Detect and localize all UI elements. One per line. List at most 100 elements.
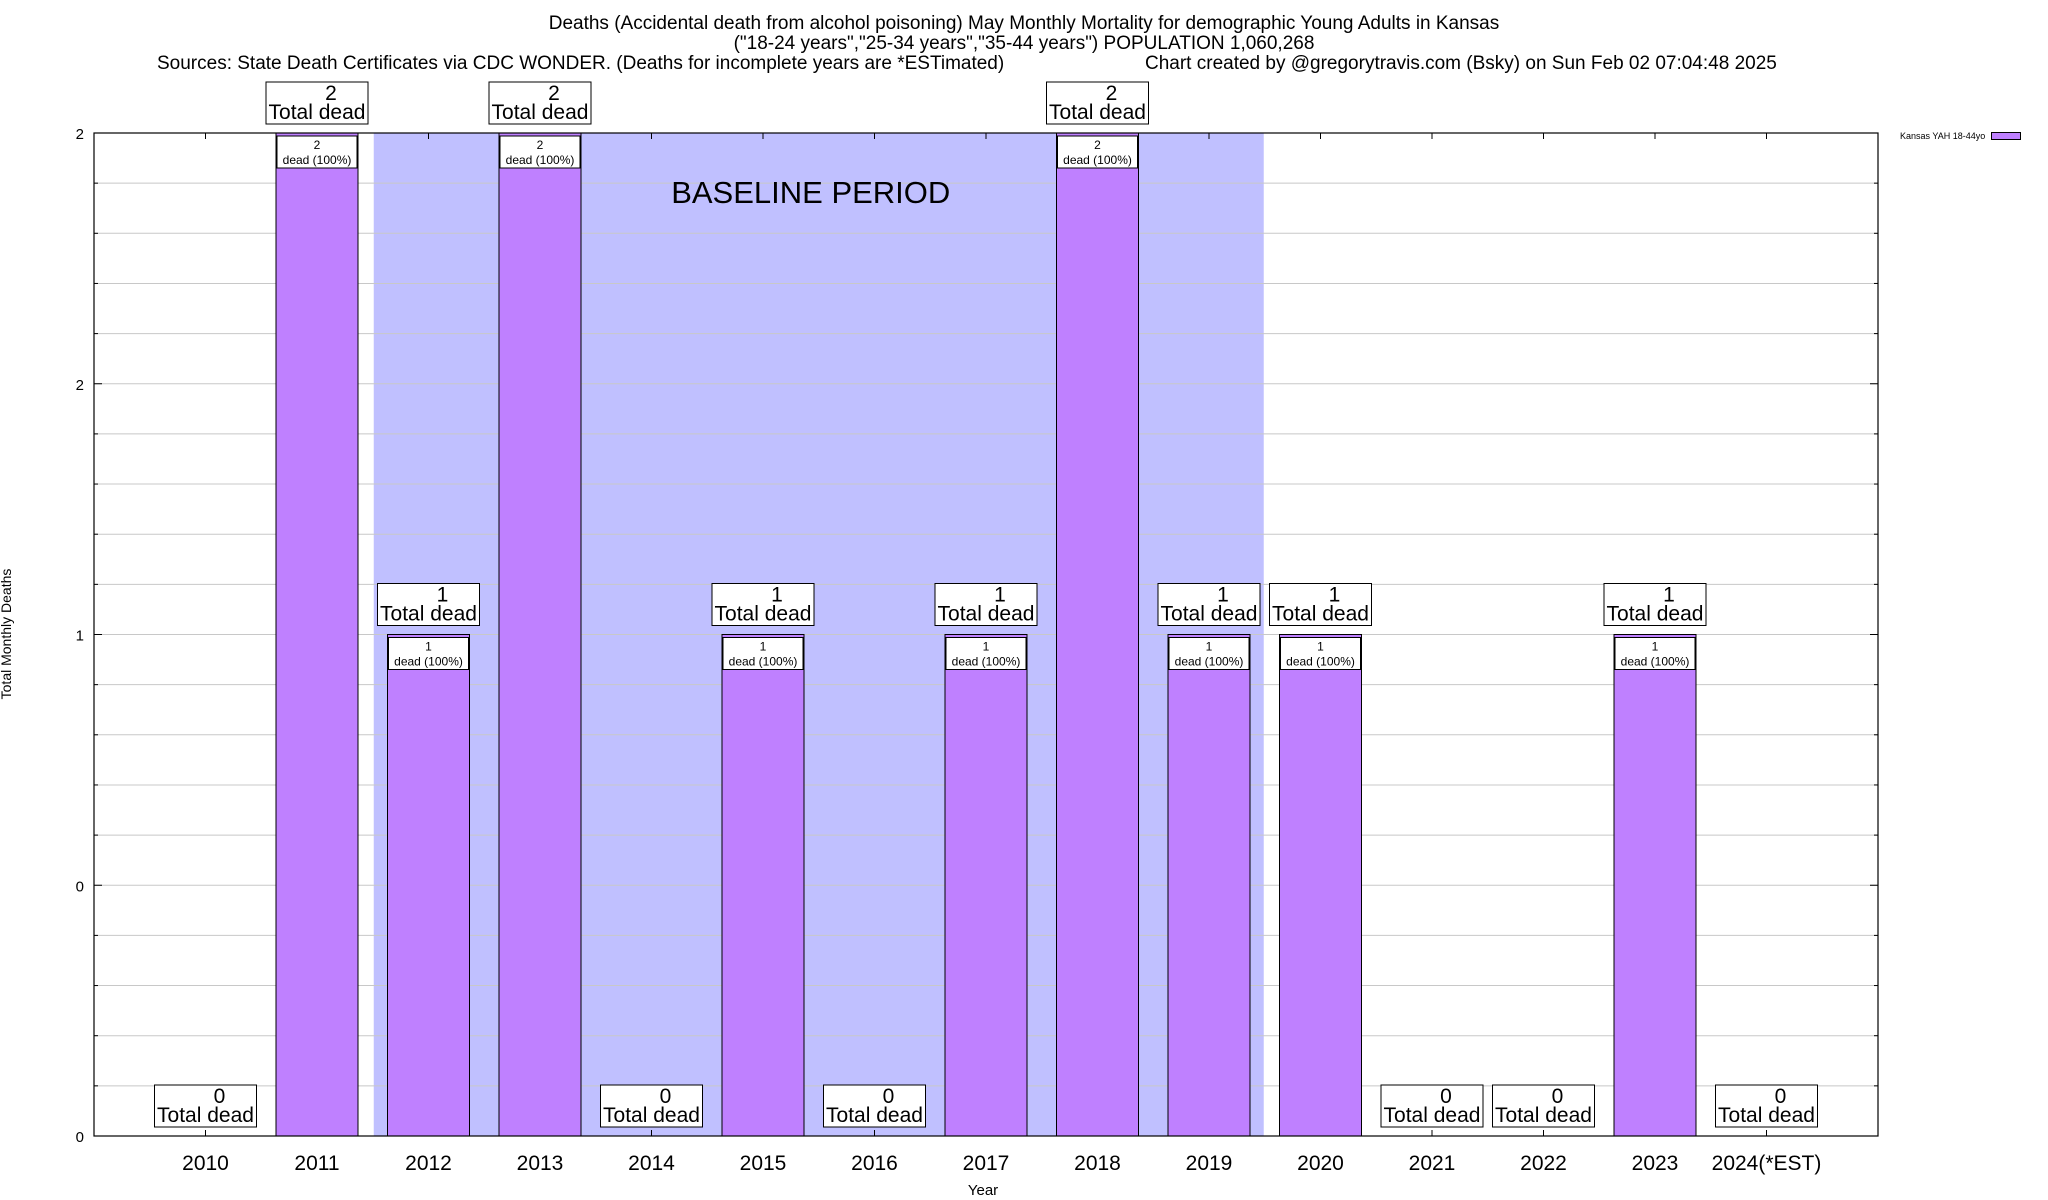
chart-subtitle: ("18-24 years","25-34 years","35-44 year… (733, 33, 1315, 54)
total-label: Total dead (938, 603, 1035, 626)
x-tick-label: 2019 (1186, 1152, 1233, 1175)
bar (721, 634, 805, 1137)
total-label: Total dead (1495, 1104, 1592, 1127)
total-value: 0 (660, 1085, 672, 1108)
chart-sources: Sources: State Death Certificates via CD… (157, 53, 1005, 74)
bar (1613, 634, 1697, 1137)
baseline-period-label: BASELINE PERIOD (671, 175, 950, 210)
bar (1167, 634, 1251, 1137)
x-tick-label: 2012 (405, 1152, 452, 1175)
x-tick-label: 2024(*EST) (1712, 1152, 1822, 1175)
bar-inner-label: dead (100%) (506, 153, 575, 167)
bar (1279, 634, 1362, 1137)
total-value: 2 (548, 82, 560, 105)
total-label: Total dead (380, 603, 477, 626)
bar-inner-value: 2 (537, 138, 544, 152)
bar-inner-label-box (945, 637, 1027, 670)
x-tick-label: 2022 (1520, 1152, 1567, 1175)
chart-credit: Chart created by @gregorytravis.com (Bsk… (1145, 53, 1777, 74)
x-tick-label: 2011 (294, 1152, 339, 1175)
bar-inner-label-box (276, 135, 358, 169)
bar (275, 132, 359, 1137)
bar-inner-label: dead (100%) (1063, 153, 1132, 167)
y-tick-label: 0 (76, 878, 84, 895)
total-value: 1 (771, 584, 783, 607)
total-value: 0 (883, 1085, 895, 1108)
y-tick-label: 0 (76, 1129, 84, 1146)
total-value: 1 (1329, 584, 1341, 607)
bar-inner-value: 1 (1652, 640, 1659, 654)
bar-inner-label-box (1614, 637, 1696, 670)
total-label-box (265, 81, 369, 125)
total-label-box (1492, 1084, 1595, 1128)
total-value: 1 (994, 584, 1006, 607)
total-value: 0 (1440, 1085, 1452, 1108)
bar-inner-label: dead (100%) (1175, 655, 1244, 669)
total-value: 2 (1106, 82, 1118, 105)
legend-swatch (1991, 132, 2022, 140)
bar-inner-label-box (388, 637, 469, 670)
bar-inner-label: dead (100%) (283, 153, 352, 167)
bar-inner-label: dead (100%) (1286, 655, 1355, 669)
total-label-box (711, 583, 815, 626)
x-tick-label: 2015 (740, 1152, 787, 1175)
total-label-box (1380, 1084, 1484, 1128)
total-value: 1 (1663, 584, 1675, 607)
y-tick-label: 1 (76, 628, 84, 645)
total-label-box (377, 583, 480, 626)
legend-label: Kansas YAH 18-44yo (1900, 131, 1986, 141)
total-label-box (1157, 583, 1261, 626)
plot-frame (93, 132, 1879, 1137)
bar-inner-label: dead (100%) (729, 655, 798, 669)
x-tick-label: 2023 (1632, 1152, 1679, 1175)
total-label-box (823, 1084, 926, 1128)
bar-inner-value: 2 (314, 138, 321, 152)
x-tick-label: 2016 (851, 1152, 898, 1175)
x-tick-label: 2018 (1074, 1152, 1121, 1175)
total-label-box (1046, 81, 1149, 125)
total-label-box (1603, 583, 1707, 626)
total-label: Total dead (1272, 603, 1369, 626)
bar-inner-label-box (722, 637, 804, 670)
bar-inner-value: 1 (425, 640, 432, 654)
y-tick-label: 2 (76, 126, 84, 143)
bar-inner-label: dead (100%) (952, 655, 1021, 669)
total-label: Total dead (157, 1104, 254, 1127)
total-label-box (1715, 1084, 1818, 1128)
total-label: Total dead (1384, 1104, 1481, 1127)
bar-inner-label-box (1280, 637, 1361, 670)
chart-title: Deaths (Accidental death from alcohol po… (548, 13, 1500, 34)
x-tick-label: 2013 (517, 1152, 564, 1175)
bar-inner-value: 1 (1206, 640, 1213, 654)
legend: Kansas YAH 18-44yo (1900, 131, 2022, 141)
bar-inner-value: 1 (760, 640, 767, 654)
bar-inner-label-box (1057, 135, 1138, 169)
bar-inner-value: 2 (1094, 138, 1101, 152)
y-tick-label: 2 (76, 377, 84, 394)
x-tick-label: 2017 (963, 1152, 1010, 1175)
total-value: 0 (1552, 1085, 1564, 1108)
total-label: Total dead (715, 603, 812, 626)
bar (1056, 132, 1139, 1137)
total-label-box (1269, 583, 1372, 626)
total-label-box (934, 583, 1038, 626)
x-tick-label: 2010 (182, 1152, 229, 1175)
bar-inner-label-box (499, 135, 581, 169)
bar (944, 634, 1028, 1137)
total-label-box (154, 1084, 257, 1128)
x-tick-label: 2021 (1409, 1152, 1456, 1175)
total-value: 0 (1775, 1085, 1787, 1108)
x-tick-label: 2014 (628, 1152, 675, 1175)
total-value: 1 (1217, 584, 1229, 607)
total-label: Total dead (1718, 1104, 1815, 1127)
total-value: 1 (437, 584, 449, 607)
total-label: Total dead (269, 101, 366, 124)
bar (498, 132, 582, 1137)
total-label-box (600, 1084, 703, 1128)
bar-inner-value: 1 (1317, 640, 1324, 654)
total-label: Total dead (492, 101, 589, 124)
total-value: 0 (214, 1085, 226, 1108)
total-label: Total dead (1607, 603, 1704, 626)
total-label-box (488, 81, 592, 125)
bar (387, 634, 470, 1137)
